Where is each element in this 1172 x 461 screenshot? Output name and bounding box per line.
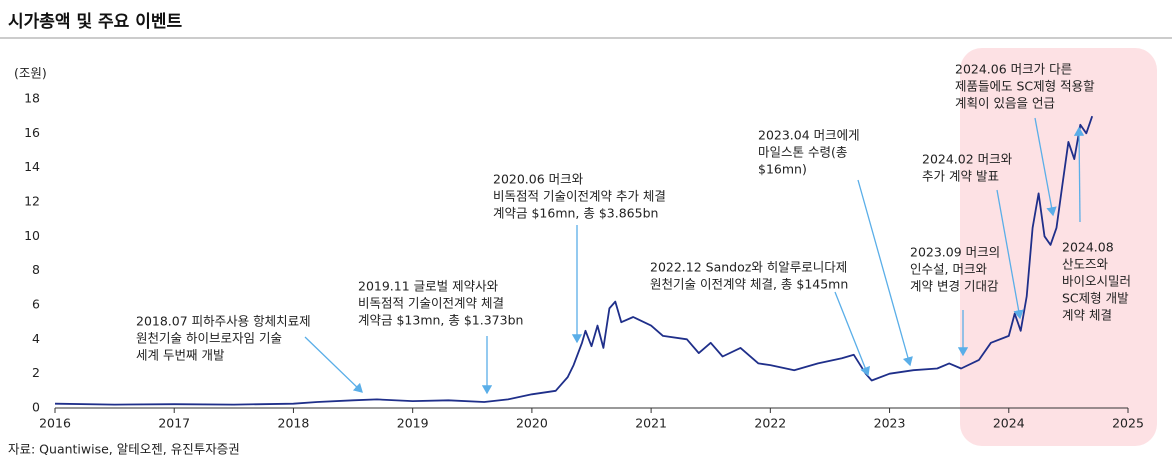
x-tick-label: 2023 (874, 416, 906, 431)
annotation-text: 인수설, 머크와 (910, 262, 987, 277)
x-tick-label: 2022 (754, 416, 786, 431)
y-tick-label: 18 (24, 91, 40, 106)
annotation-text: 2020.06 머크와 (493, 172, 584, 187)
annotation-arrow (1034, 117, 1057, 217)
annotation-text: 계약 체결 (1062, 308, 1112, 323)
y-tick-label: 0 (32, 400, 40, 415)
annotation-text: 원천기술 하이브로자임 기술 (136, 331, 282, 346)
x-tick-label: 2018 (278, 416, 310, 431)
x-tick-label: 2019 (397, 416, 429, 431)
annotation-text: 계약 변경 기대감 (910, 279, 999, 294)
annotation-text: 계약금 $16mn, 총 $3.865bn (493, 206, 658, 221)
annotation-text: 마일스톤 수령(총 (758, 145, 847, 160)
highlight-region (960, 48, 1157, 446)
x-tick-label: 2017 (158, 416, 190, 431)
annotation-text: 세계 두번째 개발 (136, 348, 225, 363)
x-tick-label: 2025 (1112, 416, 1144, 431)
annotation-arrow (996, 189, 1024, 320)
y-tick-label: 8 (32, 262, 40, 277)
annotation-text: 계약금 $13mn, 총 $1.373bn (358, 313, 523, 328)
annotation-text: 바이오시밀러 (1062, 274, 1131, 289)
annotation-text: 2019.11 글로벌 제약사와 (358, 279, 499, 294)
x-tick-label: 2024 (993, 416, 1025, 431)
annotation-text: 원천기술 이전계약 체결, 총 $145mn (650, 277, 848, 292)
annotation-text: SC제형 개발 (1062, 291, 1129, 306)
source-note: 자료: Quantiwise, 알테오젠, 유진투자증권 (8, 442, 240, 457)
y-tick-label: 16 (24, 125, 40, 140)
data-line (54, 115, 1094, 406)
annotation-arrow (834, 291, 870, 377)
annotation-text: 2023.04 머크에게 (758, 128, 860, 143)
annotation-text: 2024.08 (1062, 240, 1114, 255)
annotation-arrow (857, 179, 913, 367)
annotation-text: 계획이 있음을 언급 (955, 96, 1055, 111)
y-tick-label: 6 (32, 297, 40, 312)
annotation-text: 비독점적 기술이전계약 체결 (358, 296, 504, 311)
annotation-arrow (304, 336, 363, 393)
annotation-text: 2022.12 Sandoz와 히알루로니다제 (650, 260, 847, 275)
y-tick-label: 2 (32, 365, 40, 380)
y-tick-label: 4 (32, 331, 40, 346)
x-tick-label: 2020 (516, 416, 548, 431)
y-tick-label: 14 (24, 159, 40, 174)
chart-title: 시가총액 및 주요 이벤트 (8, 12, 183, 32)
annotation-text: 2024.02 머크와 (922, 152, 1013, 167)
x-tick-label: 2016 (39, 416, 71, 431)
annotation-text: 2023.09 머크의 (910, 245, 1000, 260)
annotation-arrow (1073, 126, 1085, 223)
annotation-text: $16mn) (758, 162, 807, 177)
annotation-text: 제품들에도 SC제형 적용할 (955, 79, 1095, 94)
y-tick-label: 12 (24, 194, 40, 209)
y-axis-label: (조원) (14, 66, 47, 81)
annotation-text: 산도즈와 (1062, 257, 1109, 272)
x-tick-label: 2021 (635, 416, 667, 431)
annotation-text: 비독점적 기술이전계약 추가 체결 (493, 189, 666, 204)
annotation-text: 추가 계약 발표 (922, 169, 999, 184)
y-tick-label: 10 (24, 228, 40, 243)
annotation-text: 2024.06 머크가 다른 (955, 62, 1072, 77)
annotation-text: 2018.07 피하주사용 항체치료제 (136, 314, 311, 329)
